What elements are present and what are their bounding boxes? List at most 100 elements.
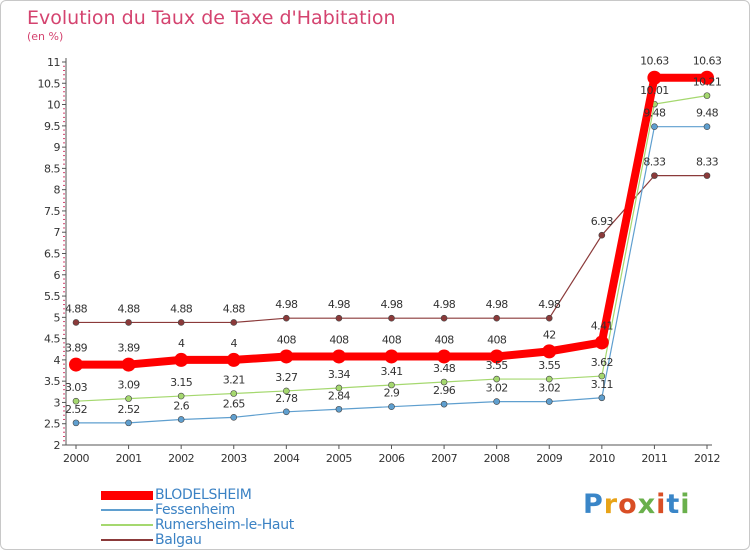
data-point <box>388 403 395 411</box>
data-label: 3.41 <box>380 365 402 378</box>
data-point <box>594 335 609 350</box>
y-tick-label: 4.5 <box>44 333 60 346</box>
legend-label: Balgau <box>155 532 202 548</box>
data-point <box>174 352 189 367</box>
data-point <box>651 123 658 130</box>
y-tick-label: 3 <box>54 396 61 409</box>
data-label: 4.88 <box>170 302 193 315</box>
data-label: 3.09 <box>118 379 141 392</box>
data-label: 3.15 <box>170 376 193 389</box>
x-tick-label: 2005 <box>326 452 352 465</box>
data-label: 4.98 <box>538 298 561 311</box>
data-point <box>177 392 185 400</box>
data-point <box>335 314 343 322</box>
x-tick-label: 2003 <box>221 452 247 465</box>
data-label: 4.98 <box>275 298 298 311</box>
data-label: 408 <box>434 333 454 346</box>
y-tick-label: 4 <box>54 354 61 367</box>
data-label: 4.98 <box>433 298 456 311</box>
data-point <box>493 398 500 405</box>
data-label: 3.11 <box>591 378 613 391</box>
x-tick-label: 2008 <box>484 452 510 465</box>
data-point <box>489 349 504 364</box>
data-label: 8.33 <box>643 156 666 169</box>
x-tick-label: 2000 <box>63 452 89 465</box>
data-label: 9.48 <box>643 107 666 120</box>
data-label: 2.6 <box>173 399 189 412</box>
data-label: 3.34 <box>328 368 351 381</box>
data-label: 3.21 <box>223 374 245 387</box>
data-label: 3.55 <box>486 359 509 372</box>
data-point <box>437 349 452 364</box>
data-label: 10.63 <box>640 55 669 68</box>
data-label: 3.62 <box>591 356 613 369</box>
data-label: 4.98 <box>486 298 509 311</box>
data-point <box>226 352 241 367</box>
data-label: 3.89 <box>118 342 141 355</box>
data-label: 2.84 <box>328 389 351 402</box>
data-label: 10.21 <box>693 76 722 89</box>
data-point <box>440 314 448 322</box>
data-label: 3.03 <box>65 381 88 394</box>
y-tick-label: 2.5 <box>44 418 60 431</box>
data-point <box>279 349 294 364</box>
legend-swatch <box>101 490 153 500</box>
data-point <box>125 319 132 326</box>
data-point <box>388 314 395 322</box>
data-label: 6.93 <box>591 215 614 228</box>
y-tick-label: 5 <box>54 311 61 324</box>
x-tick-label: 2011 <box>641 452 667 465</box>
data-label: 4.98 <box>380 298 403 311</box>
data-label: 3.55 <box>538 359 561 372</box>
data-label: 2.78 <box>275 392 298 405</box>
data-point <box>335 384 343 392</box>
data-point <box>283 387 290 395</box>
data-point <box>230 390 238 397</box>
data-label: 3.02 <box>538 382 560 395</box>
data-label: 2.52 <box>118 403 140 416</box>
data-point <box>598 394 606 402</box>
data-point <box>700 70 714 85</box>
data-label: 4 <box>231 337 238 350</box>
data-point <box>545 398 553 405</box>
data-point <box>335 405 343 413</box>
data-label: 3.02 <box>486 382 508 395</box>
data-point <box>647 70 662 85</box>
data-point <box>703 92 711 99</box>
legend-label: Rumersheim-le-Haut <box>155 517 294 533</box>
data-label: 42 <box>543 328 556 341</box>
data-label: 2.52 <box>65 403 87 416</box>
y-tick-label: 11 <box>47 56 60 69</box>
x-tick-label: 2012 <box>694 452 720 465</box>
y-tick-label: 6 <box>54 269 61 282</box>
chart-title: Evolution du Taux de Taxe d'Habitation <box>27 7 396 29</box>
data-label: 8.33 <box>696 156 719 169</box>
data-point <box>72 419 80 427</box>
data-point <box>177 319 185 326</box>
y-tick-label: 10.5 <box>38 77 61 90</box>
data-label: 2.65 <box>223 397 246 410</box>
y-tick-label: 5.5 <box>44 290 60 303</box>
data-point <box>230 319 238 326</box>
data-point <box>331 349 346 364</box>
y-tick-label: 3.5 <box>44 375 60 388</box>
data-label: 408 <box>277 333 297 346</box>
data-label: 10.01 <box>640 84 669 97</box>
data-point <box>598 372 606 380</box>
data-label: 4.88 <box>65 302 88 315</box>
data-point <box>125 395 132 402</box>
data-point <box>703 172 711 179</box>
data-point <box>125 419 132 427</box>
x-tick-label: 2002 <box>168 452 194 465</box>
x-tick-label: 2007 <box>431 452 457 465</box>
data-point <box>545 314 553 322</box>
y-tick-label: 6.5 <box>44 248 60 261</box>
data-label: 2.9 <box>384 387 400 400</box>
data-label: 4.88 <box>118 302 141 315</box>
x-tick-label: 2009 <box>536 452 562 465</box>
legend-swatch <box>101 509 153 511</box>
data-label: 9.48 <box>696 107 719 120</box>
y-tick-label: 7 <box>54 226 61 239</box>
